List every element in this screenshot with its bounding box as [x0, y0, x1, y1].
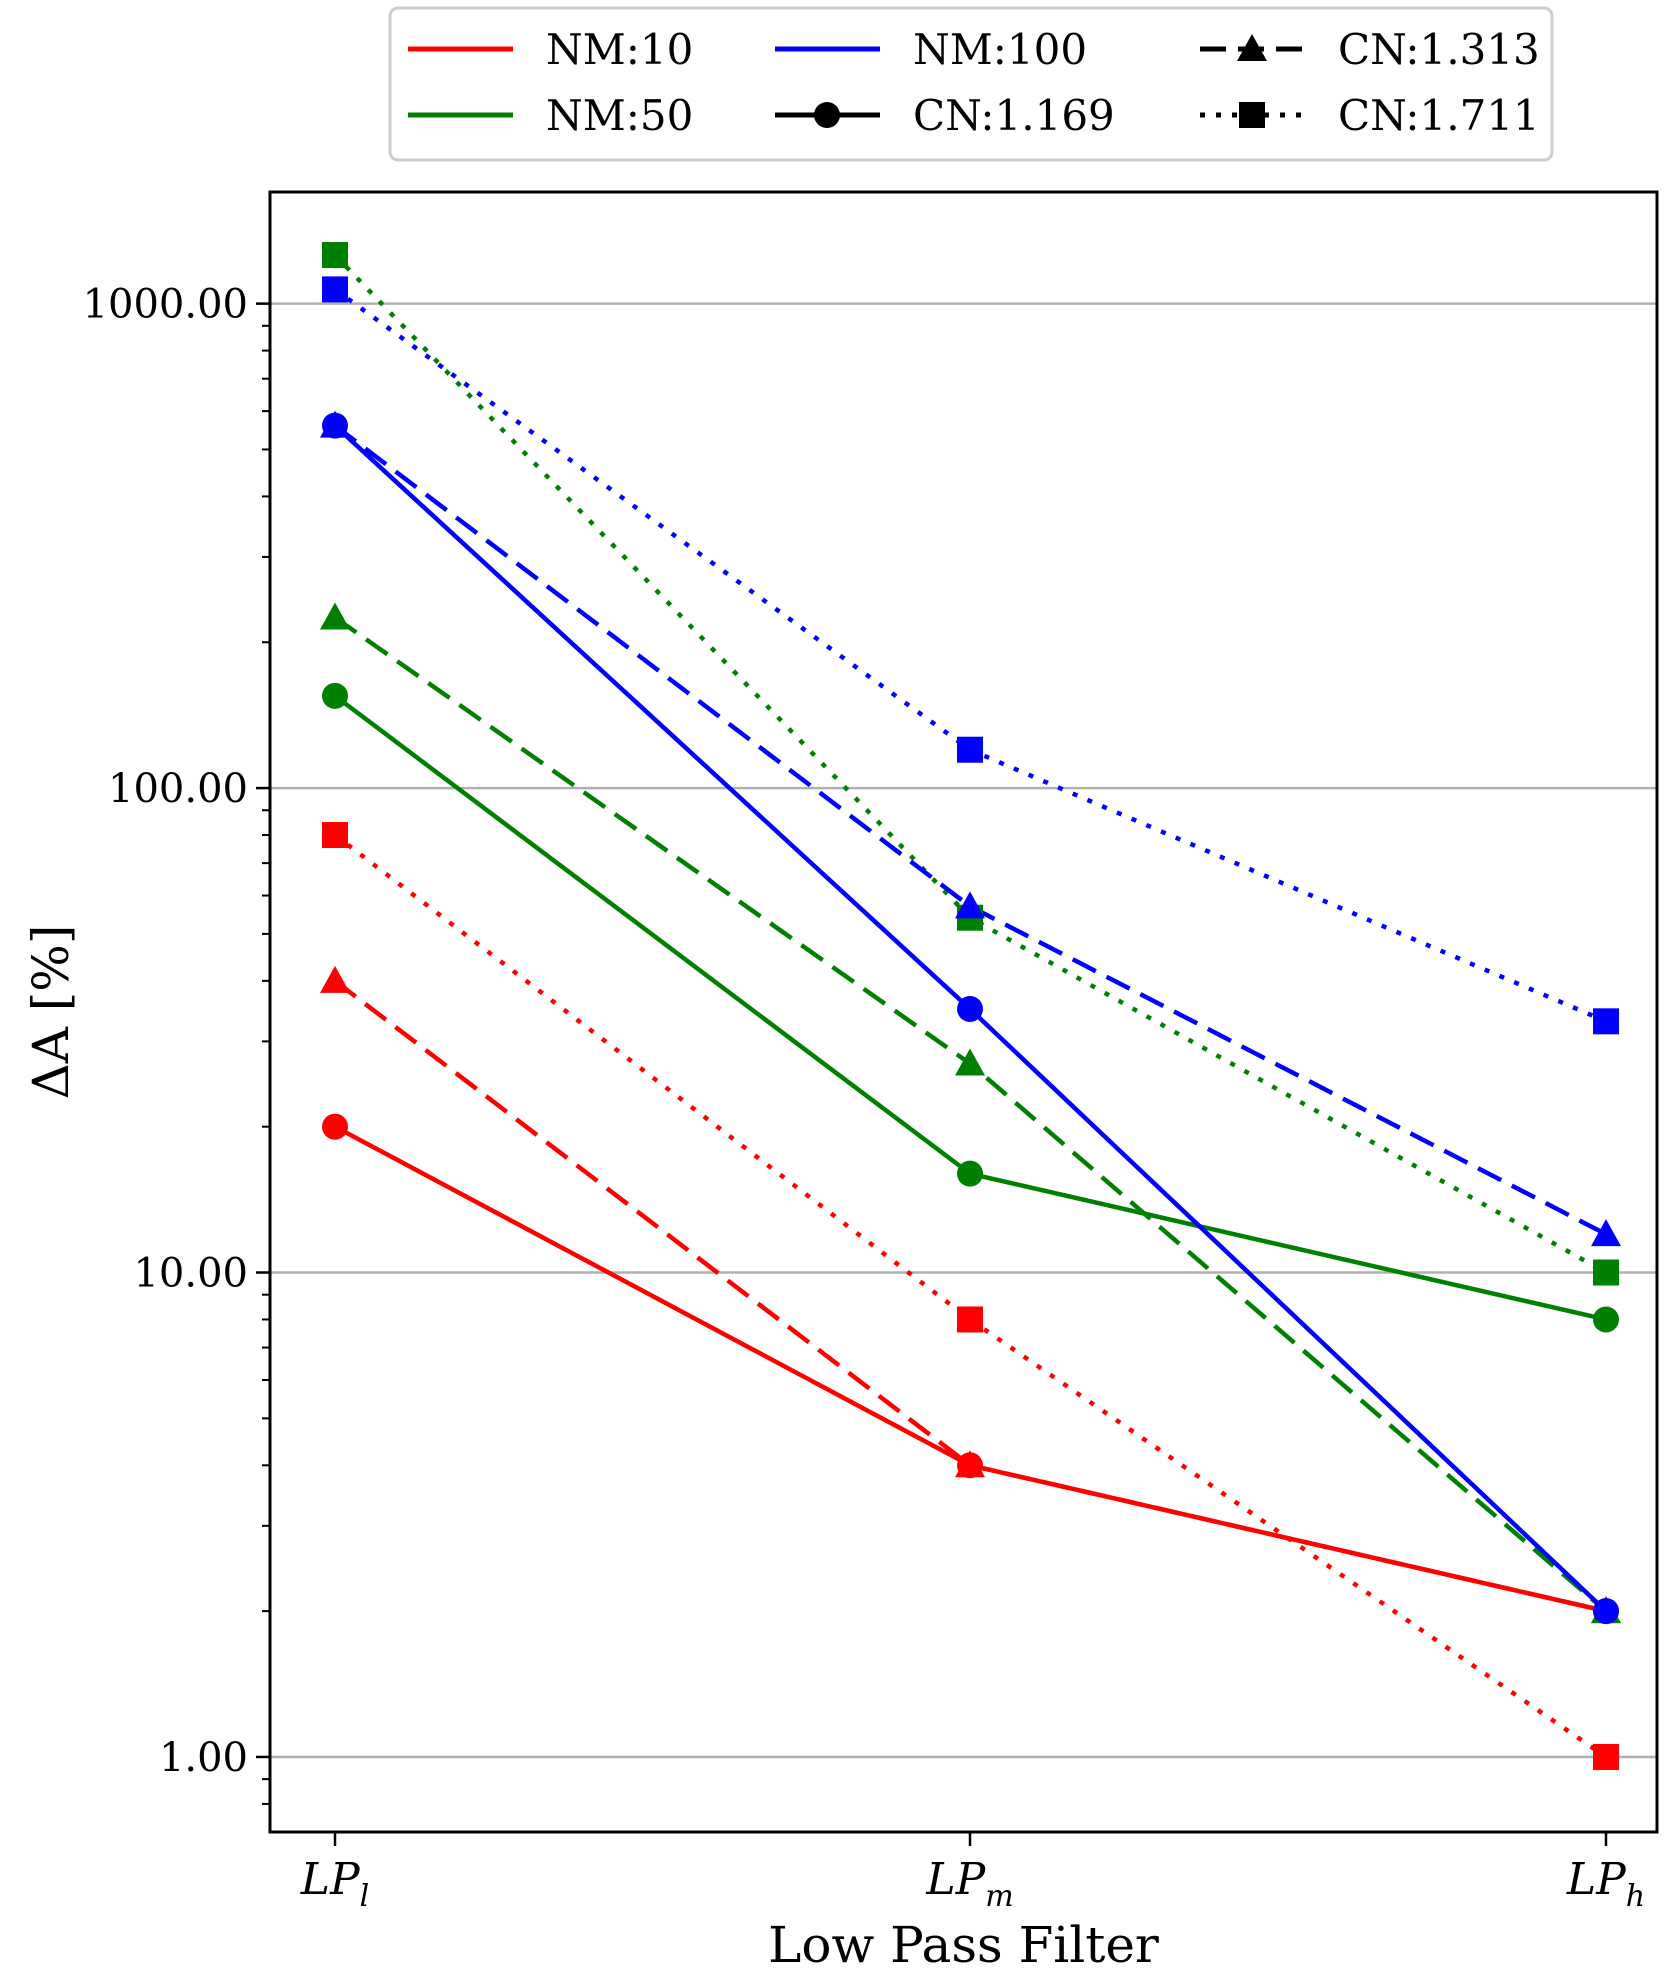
series-line	[333, 423, 1608, 1237]
data-point	[320, 602, 350, 630]
legend-label: NM:10	[546, 25, 693, 74]
data-point	[1593, 1259, 1619, 1286]
x-tick-label: LPh	[1566, 1854, 1645, 1914]
legend-label: CN:1.711	[1338, 91, 1540, 140]
x-axis-label: Low Pass Filter	[768, 1916, 1159, 1974]
data-point	[955, 1048, 985, 1076]
series-line	[333, 1124, 1607, 1614]
data-point	[1593, 1306, 1619, 1333]
gridlines	[270, 302, 1657, 1759]
series-markers	[320, 242, 1621, 1770]
y-axis-label: ΔA [%]	[22, 925, 80, 1100]
legend-label: NM:50	[546, 91, 693, 140]
y-tick-label: 100.00	[108, 766, 248, 812]
plot-frame	[268, 190, 1659, 1834]
data-point	[322, 1113, 348, 1140]
legend-marker	[1237, 34, 1267, 61]
data-point	[957, 736, 983, 763]
legend: NM:10 NM:50 NM:100 CN:1.169 CN:1.313 CN:1.711	[388, 6, 1554, 162]
data-point	[322, 682, 348, 709]
data-point	[955, 891, 985, 919]
data-point	[1593, 1743, 1619, 1770]
y-tick-label: 10.00	[133, 1251, 248, 1297]
data-point	[957, 1160, 983, 1187]
legend-marker	[1239, 102, 1265, 128]
data-point	[322, 822, 348, 849]
x-tick-label: LPl	[300, 1854, 369, 1914]
legend-label: NM:100	[913, 25, 1087, 74]
series-line	[333, 833, 1608, 1759]
data-point	[320, 965, 350, 993]
x-tick-label: LPm	[925, 1854, 1013, 1914]
series-line	[333, 253, 1608, 1275]
data-point	[1591, 1219, 1621, 1247]
data-point	[322, 276, 348, 303]
y-tick-label: 1000.00	[83, 282, 248, 328]
legend-marker	[814, 102, 840, 128]
data-point	[957, 995, 983, 1022]
data-point	[955, 1450, 985, 1478]
data-point	[957, 1306, 983, 1333]
y-axis-ticks: 1.00 10.00 100.00 1000.00	[83, 282, 270, 1805]
data-point	[1593, 1008, 1619, 1035]
x-axis-ticks: LPl LPm LPh	[300, 1832, 1645, 1914]
data-point	[1593, 1598, 1619, 1625]
y-tick-label: 1.00	[159, 1735, 248, 1781]
legend-label: CN:1.313	[1338, 25, 1540, 74]
legend-label: CN:1.169	[913, 91, 1115, 140]
data-point	[320, 410, 350, 438]
data-point	[322, 242, 348, 269]
